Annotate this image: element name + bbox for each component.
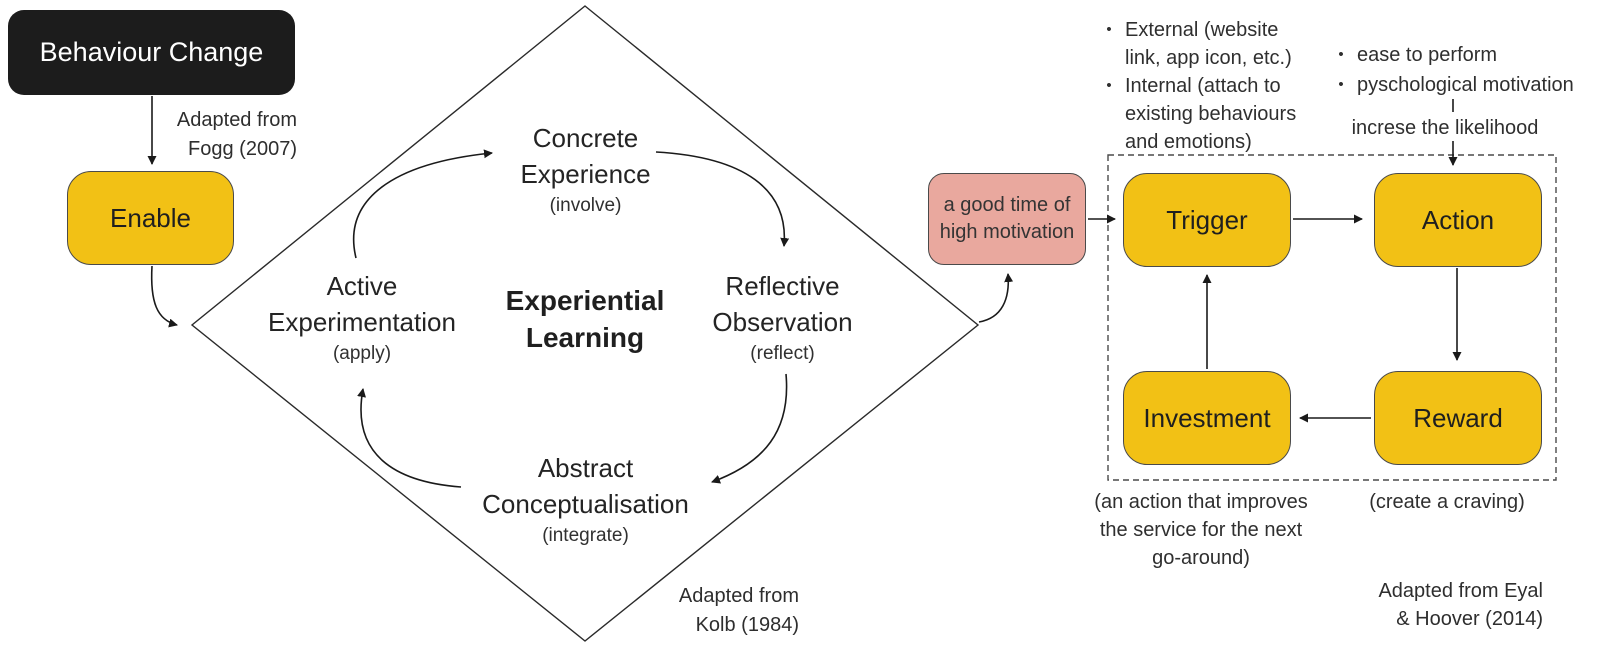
arrow-abstract-to-active — [357, 388, 462, 488]
kolb-node-reflective-observation: Reflective Observation (reflect) — [695, 268, 870, 366]
action-label: Action — [1421, 204, 1495, 235]
fogg-credit: Adapted from Fogg (2007) — [157, 106, 297, 164]
action-note-text: ease to perform — [1357, 44, 1498, 66]
eyal-hoover-credit: Adapted from Eyal & Hoover (2014) — [1371, 577, 1543, 633]
kolb-node-label: Active Experimentation — [268, 271, 456, 337]
bullet-icon: • — [1338, 76, 1344, 93]
likelihood-note: increse the likelihood — [1351, 117, 1539, 139]
behaviour-change-box: Behaviour Change — [8, 10, 295, 95]
enable-label: Enable — [110, 202, 191, 233]
arrow-diamond-to-entry — [978, 273, 1014, 323]
investment-box: Investment — [1123, 371, 1291, 465]
action-notes-list: • ease to perform • pyschological motiva… — [1335, 40, 1597, 100]
arrow-enable-to-diamond — [150, 265, 178, 328]
investment-caption: (an action that improves the service for… — [1094, 491, 1308, 569]
investment-label: Investment — [1143, 402, 1271, 433]
bullet-icon: • — [1338, 46, 1344, 63]
arrow-reflective-to-abstract — [711, 373, 788, 484]
bullet-icon: • — [1106, 77, 1112, 94]
bullet-icon: • — [1106, 21, 1112, 38]
kolb-center-title: Experiential Learning — [505, 285, 665, 353]
action-note-text: pyschological motivation — [1357, 74, 1574, 96]
entry-motivation-label: a good time of high motivation — [939, 194, 1075, 243]
fogg-credit-line2: Fogg (2007) — [188, 138, 297, 160]
kolb-node-concrete-experience: Concrete Experience (involve) — [498, 120, 673, 218]
trigger-note-internal: • Internal (attach to existing behaviour… — [1103, 72, 1309, 156]
arrow-concrete-to-reflective — [655, 151, 790, 247]
hook-dashed-boundary — [1107, 154, 1557, 481]
trigger-notes-list: • External (website link, app icon, etc.… — [1103, 16, 1309, 156]
trigger-box: Trigger — [1123, 173, 1291, 267]
behaviour-change-label: Behaviour Change — [39, 37, 264, 67]
kolb-node-label: Abstract Conceptualisation — [482, 453, 689, 519]
trigger-note-text: Internal (attach to existing behaviours … — [1125, 75, 1297, 153]
entry-motivation-box: a good time of high motivation — [928, 173, 1086, 265]
kolb-node-sub: (reflect) — [750, 343, 815, 364]
trigger-note-external: • External (website link, app icon, etc.… — [1103, 16, 1309, 72]
arrow-active-to-concrete — [352, 149, 493, 259]
trigger-label: Trigger — [1166, 204, 1248, 235]
kolb-credit-line2: Kolb (1984) — [695, 614, 799, 636]
kolb-credit: Adapted from Kolb (1984) — [659, 582, 799, 640]
kolb-node-abstract-conceptualisation: Abstract Conceptualisation (integrate) — [478, 450, 693, 548]
reward-caption: (create a craving) — [1369, 491, 1525, 513]
reward-label: Reward — [1413, 402, 1503, 433]
kolb-node-sub: (apply) — [332, 343, 392, 364]
kolb-node-label: Reflective Observation — [712, 271, 853, 337]
kolb-node-sub: (integrate) — [542, 525, 629, 546]
trigger-note-text: External (website link, app icon, etc.) — [1125, 19, 1292, 69]
kolb-node-label: Concrete Experience — [520, 123, 651, 189]
reward-box: Reward — [1374, 371, 1542, 465]
kolb-diamond-outline — [190, 5, 980, 642]
enable-box: Enable — [67, 171, 234, 265]
eyal-credit-line2: & Hoover (2014) — [1396, 608, 1543, 630]
kolb-node-sub: (involve) — [549, 195, 622, 216]
action-note-ease: • ease to perform — [1335, 40, 1597, 70]
fogg-credit-line1: Adapted from — [176, 109, 297, 131]
eyal-credit-line1: Adapted from Eyal — [1378, 580, 1543, 602]
kolb-node-active-experimentation: Active Experimentation (apply) — [262, 268, 462, 366]
action-box: Action — [1374, 173, 1542, 267]
action-note-motivation: • pyschological motivation — [1335, 70, 1597, 100]
kolb-credit-line1: Adapted from — [678, 585, 799, 607]
